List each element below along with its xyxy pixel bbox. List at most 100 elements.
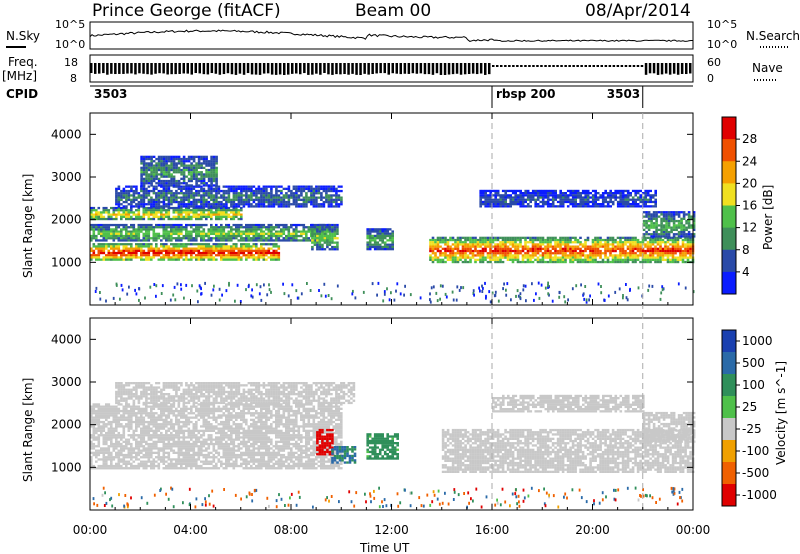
power-cell xyxy=(235,203,238,206)
power-cell xyxy=(165,184,168,187)
power-cell xyxy=(202,200,206,204)
power-cell xyxy=(157,209,161,212)
power-cell xyxy=(282,205,286,208)
power-cell xyxy=(145,179,148,183)
power-cell xyxy=(494,236,497,239)
power-speckle xyxy=(323,282,326,286)
power-cell xyxy=(307,187,311,190)
velocity-cell xyxy=(97,418,101,421)
power-cell xyxy=(300,192,303,195)
power-cell xyxy=(619,243,622,246)
power-cell xyxy=(235,211,238,214)
power-cell xyxy=(142,179,146,183)
power-speckle xyxy=(641,294,644,298)
power-cell xyxy=(594,238,597,242)
power-cell xyxy=(676,245,680,248)
power-cell xyxy=(270,251,273,255)
power-cell xyxy=(609,189,612,193)
power-cell xyxy=(150,164,153,167)
power-speckle xyxy=(204,281,206,285)
power-cell xyxy=(112,223,116,227)
power-cell xyxy=(686,238,690,242)
power-cell xyxy=(611,245,615,248)
power-cell xyxy=(551,189,555,193)
power-cell xyxy=(670,217,673,220)
power-cell xyxy=(267,226,271,229)
power-cell xyxy=(142,245,146,248)
power-cell xyxy=(210,198,213,201)
power-cell xyxy=(322,205,326,208)
power-cell xyxy=(235,226,238,229)
power-cell xyxy=(574,241,577,244)
power-cell xyxy=(674,243,677,246)
power-cell xyxy=(142,187,146,190)
freq-bar xyxy=(242,63,246,75)
freq-bar xyxy=(126,63,129,74)
power-cell xyxy=(606,236,610,239)
power-cell xyxy=(509,203,512,206)
power-cell xyxy=(368,245,372,249)
power-speckle xyxy=(558,295,561,299)
power-cell xyxy=(227,239,231,242)
power-cell xyxy=(167,205,171,208)
power-cell xyxy=(230,200,233,204)
power-cell xyxy=(340,198,343,201)
power-cell xyxy=(687,219,691,223)
power-cell xyxy=(506,205,510,208)
power-cell xyxy=(155,185,158,188)
power-cell xyxy=(215,196,218,199)
power-cell xyxy=(262,200,266,204)
power-cell xyxy=(328,234,332,238)
power-cell xyxy=(160,239,163,242)
power-cell xyxy=(310,196,313,199)
power-cell xyxy=(675,213,678,216)
power-cell xyxy=(601,260,605,264)
power-cell xyxy=(197,251,201,255)
power-speckle xyxy=(388,298,391,302)
power-cell xyxy=(484,238,487,242)
power-cell xyxy=(368,228,372,231)
power-cell xyxy=(247,198,251,201)
power-cell xyxy=(444,252,447,255)
power-cell xyxy=(150,155,153,158)
freq-bar xyxy=(162,63,165,74)
velocity-cell xyxy=(90,416,93,419)
power-cell xyxy=(112,206,116,210)
power-cell xyxy=(170,155,173,158)
power-cell xyxy=(646,205,650,208)
power-cell xyxy=(160,173,163,176)
power-cell xyxy=(145,168,148,172)
power-cell xyxy=(559,189,562,193)
power-cell xyxy=(270,200,273,204)
power-cell xyxy=(634,194,637,197)
power-cell xyxy=(190,175,193,178)
power-cell xyxy=(287,187,291,190)
power-cell xyxy=(539,192,542,195)
velocity-cell xyxy=(100,407,103,410)
power-cell xyxy=(167,251,171,255)
power-cell xyxy=(147,194,151,197)
power-cell xyxy=(180,230,183,233)
power-cell xyxy=(265,196,268,199)
power-cell xyxy=(102,256,106,259)
power-cell xyxy=(170,251,173,255)
power-cell xyxy=(197,166,201,169)
power-cell xyxy=(100,239,103,242)
power-cell xyxy=(210,251,213,255)
power-cell xyxy=(222,230,226,233)
power-cell xyxy=(464,258,467,261)
power-cell xyxy=(277,226,281,229)
power-cell xyxy=(521,258,525,261)
power-cell xyxy=(454,260,457,264)
power-cell xyxy=(240,258,243,261)
power-cell xyxy=(461,247,465,250)
power-cell xyxy=(152,217,156,221)
power-cell xyxy=(656,236,660,239)
power-cell xyxy=(677,213,681,216)
power-cell xyxy=(561,249,565,253)
power-cell xyxy=(327,205,331,208)
power-cell xyxy=(152,164,156,167)
power-cell xyxy=(441,258,445,261)
power-cell xyxy=(584,256,587,259)
power-cell xyxy=(594,205,597,208)
